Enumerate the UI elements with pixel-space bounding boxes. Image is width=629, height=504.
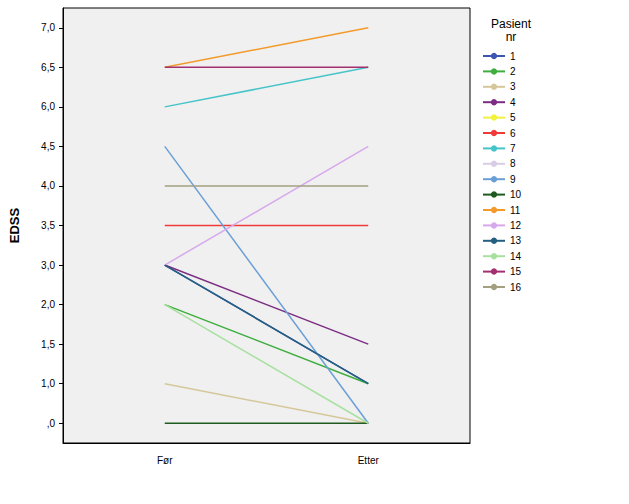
svg-text:1,5: 1,5 <box>41 339 55 350</box>
svg-text:2,0: 2,0 <box>41 299 55 310</box>
svg-text:3: 3 <box>510 81 516 92</box>
svg-text:1,0: 1,0 <box>41 378 55 389</box>
svg-text:Etter: Etter <box>358 455 380 466</box>
svg-text:1: 1 <box>510 51 516 62</box>
svg-text:8: 8 <box>510 158 516 169</box>
svg-text:11: 11 <box>510 205 521 216</box>
svg-text:nr: nr <box>506 30 517 44</box>
svg-text:6,5: 6,5 <box>41 62 55 73</box>
svg-text:13: 13 <box>510 235 522 246</box>
svg-text:3,0: 3,0 <box>41 260 55 271</box>
svg-text:7: 7 <box>510 143 516 154</box>
svg-text:2: 2 <box>510 66 516 77</box>
svg-text:10: 10 <box>510 189 522 200</box>
svg-text:EDSS: EDSS <box>7 207 22 243</box>
svg-text:4,5: 4,5 <box>41 141 55 152</box>
svg-text:3,5: 3,5 <box>41 220 55 231</box>
svg-text:9: 9 <box>510 174 516 185</box>
svg-text:16: 16 <box>510 282 522 293</box>
svg-text:,0: ,0 <box>47 418 56 429</box>
svg-text:Før: Før <box>157 455 173 466</box>
svg-text:14: 14 <box>510 251 522 262</box>
svg-text:6,0: 6,0 <box>41 101 55 112</box>
svg-text:6: 6 <box>510 128 516 139</box>
svg-text:4,0: 4,0 <box>41 180 55 191</box>
svg-text:Pasient: Pasient <box>491 17 532 31</box>
svg-text:4: 4 <box>510 97 516 108</box>
svg-text:5: 5 <box>510 112 516 123</box>
svg-text:12: 12 <box>510 220 522 231</box>
svg-text:15: 15 <box>510 266 522 277</box>
svg-text:7,0: 7,0 <box>41 22 55 33</box>
